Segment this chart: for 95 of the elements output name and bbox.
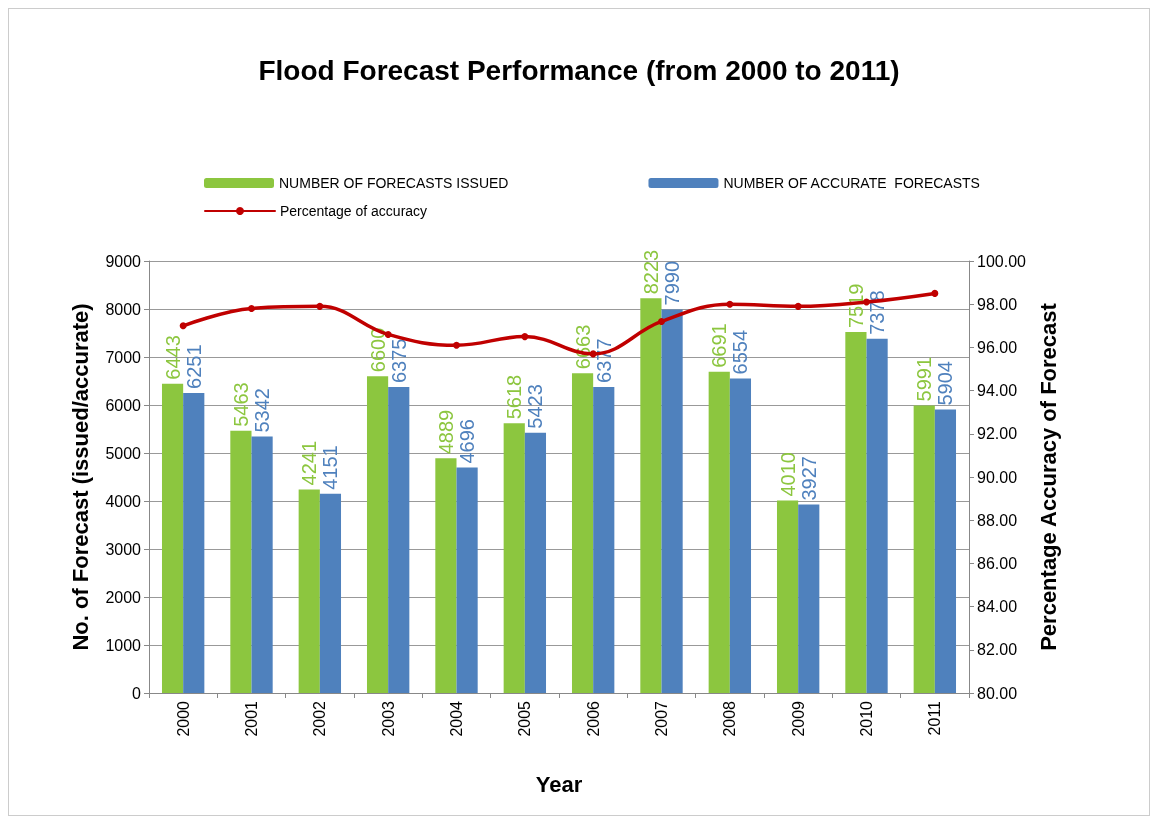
bar — [298, 489, 320, 693]
point — [248, 305, 255, 313]
x-axis-title: Year — [535, 771, 583, 797]
bar — [798, 504, 820, 693]
point — [794, 302, 802, 310]
bar — [366, 376, 389, 693]
y2-tick-label: 94.00 — [977, 382, 1018, 400]
data-label: 6443 — [161, 335, 184, 380]
data-label: 4241 — [298, 440, 321, 486]
data-label: 4696 — [456, 419, 479, 464]
point — [316, 302, 324, 310]
x-tick-label: 2011 — [926, 700, 944, 736]
x-tick-label: 2005 — [516, 700, 534, 737]
y2-tick-label: 100.00 — [977, 252, 1027, 270]
y-tick-label: 2000 — [105, 588, 142, 606]
y2-tick-label: 84.00 — [977, 598, 1018, 616]
data-label: 7378 — [866, 290, 889, 335]
bar — [435, 458, 457, 693]
point — [179, 322, 187, 330]
data-label: 4151 — [319, 445, 342, 490]
point — [726, 300, 734, 308]
bar — [776, 500, 799, 693]
y-tick-label: 1000 — [105, 636, 142, 654]
bar — [661, 309, 683, 693]
bar — [161, 383, 184, 693]
legend-label: Percentage of accuracy — [280, 203, 428, 219]
data-label: 5463 — [229, 382, 252, 427]
bar — [866, 338, 888, 693]
data-label: 7519 — [844, 283, 867, 329]
data-label: 4889 — [434, 409, 457, 455]
bar — [524, 432, 547, 693]
x-tick-label: 2010 — [858, 700, 875, 737]
point — [453, 341, 460, 349]
data-label: 6554 — [729, 329, 752, 375]
data-label: 7990 — [661, 260, 684, 306]
data-label: 6375 — [387, 338, 410, 383]
x-tick-label: 2001 — [243, 700, 260, 737]
data-label: 3927 — [797, 456, 820, 501]
y-tick-label: 4000 — [105, 492, 142, 510]
y2-tick-label: 96.00 — [977, 338, 1018, 356]
y2-tick-label: 88.00 — [977, 511, 1018, 529]
x-tick-label: 2009 — [789, 700, 807, 737]
data-label: 5904 — [934, 361, 957, 406]
y-tick-label: 0 — [132, 684, 142, 702]
y-tick-label: 9000 — [105, 252, 142, 270]
x-tick-label: 2003 — [379, 700, 397, 737]
bar — [845, 332, 867, 693]
data-label: 6251 — [182, 344, 205, 389]
data-label: 5991 — [913, 356, 936, 402]
data-label: 5342 — [251, 388, 274, 433]
bar — [934, 409, 957, 693]
y-tick-label: 7000 — [105, 348, 142, 366]
y2-tick-label: 90.00 — [977, 468, 1018, 486]
y-tick-label: 6000 — [105, 396, 142, 414]
bar — [571, 373, 594, 693]
x-tick-label: 2007 — [653, 700, 670, 737]
bar — [456, 467, 478, 693]
y2-tick-label: 98.00 — [977, 295, 1018, 313]
data-label: 5423 — [524, 384, 547, 429]
data-label: 4010 — [776, 452, 799, 497]
y2-tick-label: 80.00 — [977, 684, 1018, 702]
y-tick-label: 5000 — [105, 444, 142, 462]
bar — [640, 298, 662, 693]
point — [863, 298, 870, 306]
x-tick-label: 2002 — [311, 700, 329, 737]
legend-label: NUMBER OF ACCURATE FORECASTS — [723, 175, 980, 191]
bar — [503, 423, 525, 693]
x-tick-label: 2008 — [721, 700, 739, 737]
y2-tick-label: 86.00 — [977, 554, 1018, 572]
chart-title: Flood Forecast Performance (from 2000 to 2011) — [258, 54, 900, 86]
bar — [708, 371, 730, 693]
data-label: 6691 — [708, 323, 731, 368]
bar — [319, 493, 342, 693]
point — [931, 289, 939, 297]
bar — [251, 436, 273, 693]
y2-tick-label: 82.00 — [977, 641, 1018, 659]
y-tick-label: 8000 — [105, 300, 142, 318]
y2-tick-label: 92.00 — [977, 425, 1018, 443]
data-label: 8223 — [639, 249, 662, 295]
y2-axis-title: Percentage Accuracy of Forecast — [1035, 302, 1061, 651]
y-tick-label: 3000 — [105, 540, 142, 558]
bar — [388, 387, 410, 693]
legend-label: NUMBER OF FORECASTS ISSUED — [279, 175, 509, 191]
bar — [593, 386, 615, 693]
point — [521, 333, 529, 341]
bar — [183, 392, 205, 693]
data-label: 5618 — [503, 374, 526, 420]
bar — [230, 430, 252, 693]
bar — [913, 405, 935, 693]
x-tick-label: 2000 — [174, 700, 192, 737]
point — [658, 317, 665, 325]
x-tick-label: 2004 — [448, 700, 465, 737]
y-axis-title: No. of Forecast (issued/accurate) — [67, 303, 93, 651]
bar — [729, 378, 752, 693]
x-tick-label: 2006 — [584, 700, 602, 737]
